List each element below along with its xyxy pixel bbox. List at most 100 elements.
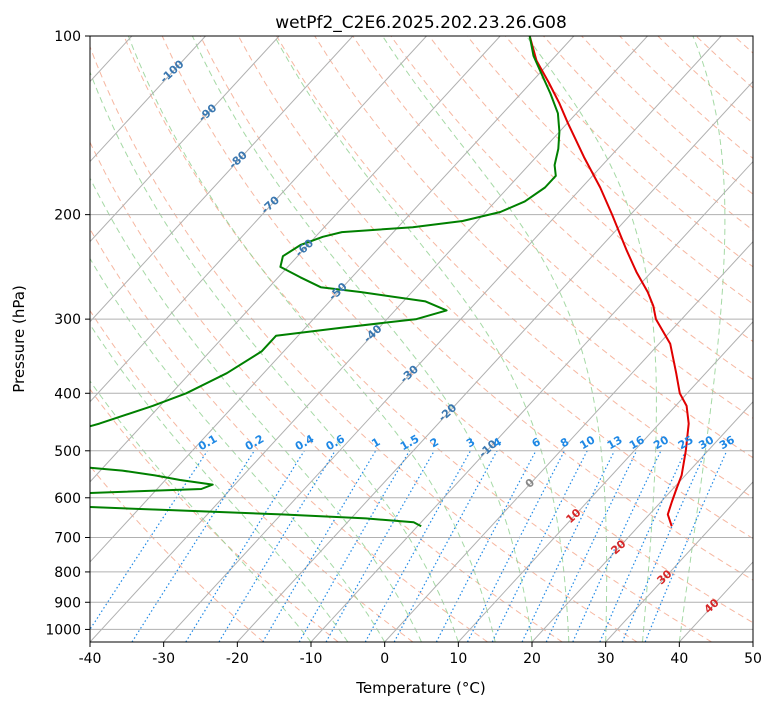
isotherm-line <box>90 36 280 243</box>
moist-adiabat <box>274 36 570 642</box>
dewpoint-profile-line <box>90 36 561 528</box>
dry-adiabat <box>237 36 753 540</box>
isotherm-line <box>163 36 722 642</box>
y-tick-label: 100 <box>54 29 81 45</box>
x-tick-label: 40 <box>670 651 688 667</box>
y-tick-label: 300 <box>54 312 81 328</box>
y-tick-label: 900 <box>54 595 81 611</box>
mixing-ratio-label: 10 <box>578 433 598 452</box>
mixing-ratio-label: 6 <box>530 435 543 450</box>
x-axis-label: Temperature (°C) <box>355 679 485 697</box>
isotherm-line <box>384 240 753 642</box>
moist-adiabat <box>382 36 608 642</box>
dry-adiabat <box>657 36 753 124</box>
dry-adiabat <box>276 36 753 499</box>
y-tick-label: 500 <box>54 444 81 460</box>
mixing-ratio-line <box>364 450 472 642</box>
moist-adiabat <box>90 257 386 642</box>
y-tick-label: 600 <box>54 491 81 507</box>
x-tick-label: 30 <box>597 651 615 667</box>
dry-adiabat <box>123 36 712 642</box>
dry-adiabat <box>90 388 339 642</box>
moist-adiabat <box>90 380 312 642</box>
mixing-ratio-line <box>131 450 255 642</box>
x-tick-label: 0 <box>380 651 389 667</box>
x-tick-label: 20 <box>523 651 541 667</box>
mixing-ratio-line <box>521 450 616 642</box>
moist-adiabat <box>525 36 657 642</box>
dry-adiabat <box>199 36 753 581</box>
moist-adiabat <box>127 36 496 642</box>
mixing-ratio-label: 30 <box>696 433 716 452</box>
x-tick-label: 50 <box>744 651 762 667</box>
dry-adiabat <box>90 465 264 642</box>
isotherm-line <box>90 36 648 642</box>
mixing-ratio-label: 1.5 <box>398 432 421 453</box>
moist-adiabat <box>90 177 422 642</box>
dry-adiabat <box>161 36 753 624</box>
moist-adiabat <box>90 70 459 642</box>
y-axis-label: Pressure (hPa) <box>10 285 28 393</box>
mixing-ratio-line <box>90 450 208 631</box>
isotherm-line <box>90 36 501 483</box>
moist-adiabat <box>191 36 533 642</box>
y-tick-label: 1000 <box>45 622 81 638</box>
dry-adiabat <box>390 36 753 381</box>
y-tick-label: 800 <box>54 565 81 581</box>
plot-frame <box>89 35 754 643</box>
isotherm-line <box>678 561 753 642</box>
mixing-ratio-line <box>644 450 728 642</box>
dry-adiabat <box>90 141 563 642</box>
isotherm-line <box>236 80 753 642</box>
mixing-ratio-label: 16 <box>627 433 647 452</box>
mixing-ratio-line <box>262 450 377 642</box>
dry-adiabat <box>504 36 753 268</box>
isotherm-line <box>90 36 427 403</box>
mixing-ratio-line <box>621 450 707 642</box>
x-tick-label: -40 <box>79 651 102 667</box>
mixing-ratio-label: 0.1 <box>196 432 219 453</box>
x-tick-label: -20 <box>226 651 249 667</box>
mixing-ratio-label: 36 <box>717 433 737 452</box>
isotherm-line <box>90 36 206 163</box>
y-tick-label: 700 <box>54 531 81 547</box>
mixing-ratio-label: 0.2 <box>243 432 266 453</box>
mixing-ratio-line <box>599 450 687 642</box>
mixing-ratio-line <box>466 450 566 642</box>
isotherm-line <box>90 36 575 563</box>
mixing-ratio-line <box>491 450 588 642</box>
dry-adiabat <box>352 36 753 419</box>
dry-adiabat <box>90 45 638 642</box>
x-tick-label: -10 <box>300 651 323 667</box>
x-tick-label: -30 <box>152 651 175 667</box>
mixing-ratio-line <box>218 450 336 642</box>
dry-adiabat <box>90 228 488 642</box>
mixing-ratio-label: 8 <box>558 435 571 450</box>
dry-adiabat <box>695 36 753 89</box>
isotherm-line <box>752 641 753 642</box>
dry-adiabat <box>428 36 753 343</box>
dry-adiabat <box>733 36 753 54</box>
y-tick-label: 400 <box>54 386 81 402</box>
isotherm-line <box>310 160 753 642</box>
x-tick-label: 10 <box>449 651 467 667</box>
dry-adiabat <box>314 36 753 459</box>
mixing-ratio-label: 1 <box>369 435 382 450</box>
isotherm-line <box>531 401 753 642</box>
y-tick-label: 200 <box>54 208 81 224</box>
isotherm-line <box>90 36 354 323</box>
temperature-profile-line <box>528 36 690 527</box>
isotherm-line <box>457 320 753 642</box>
isotherm-line <box>0 36 58 642</box>
mixing-ratio-label: 25 <box>676 433 696 452</box>
mixing-ratio-label: 20 <box>651 433 671 452</box>
mixing-ratio-label: 13 <box>605 433 625 452</box>
moist-adiabat <box>90 323 349 642</box>
chart-title: wetPf2_C2E6.2025.202.23.26.G08 <box>275 13 567 33</box>
mixing-ratio-line <box>393 450 498 642</box>
moist-adiabat <box>678 36 726 642</box>
mixing-ratio-line <box>185 450 305 642</box>
mixing-ratio-label: 2 <box>428 435 441 450</box>
isotherm-line <box>605 481 753 642</box>
